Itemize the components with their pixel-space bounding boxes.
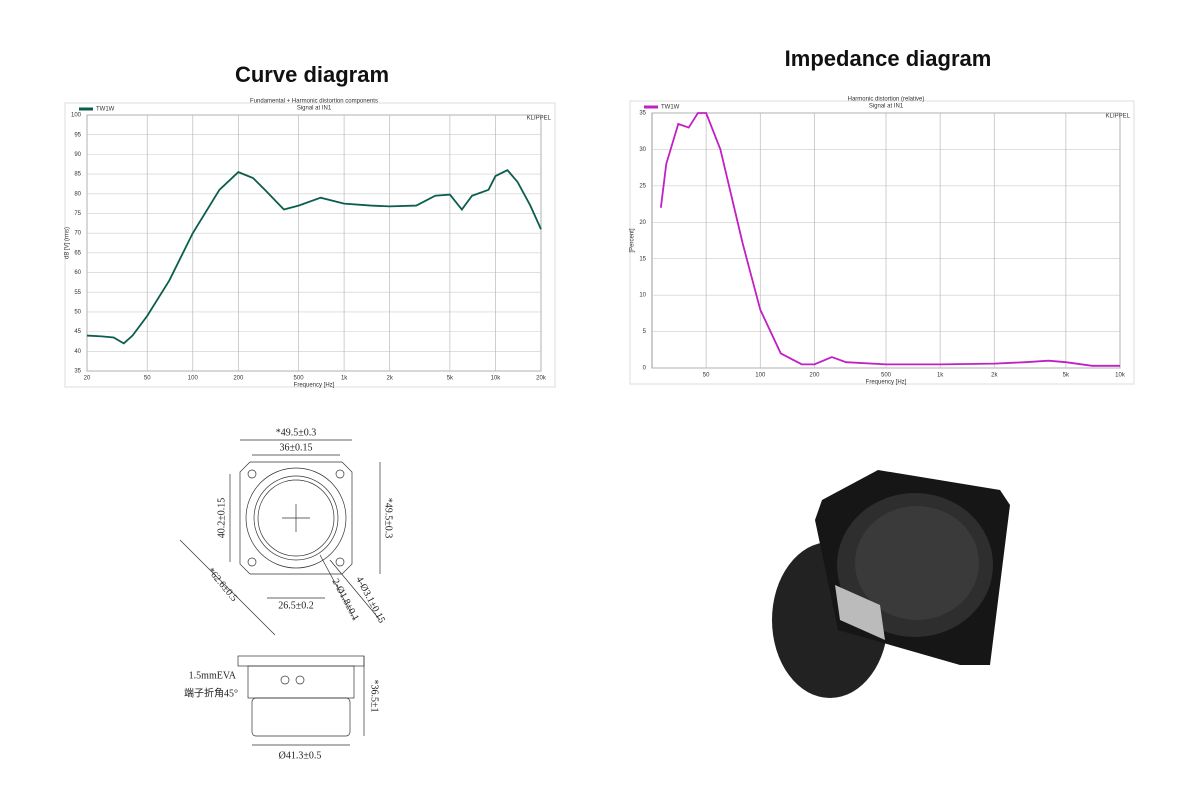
y-tick-label: 30 (639, 147, 646, 153)
chart-frame (629, 100, 1135, 385)
leader (319, 554, 356, 621)
dim-line (179, 539, 276, 636)
side-basket (247, 665, 355, 699)
y-tick-label: 45 (74, 329, 81, 335)
legend-label: TW1W (661, 105, 680, 111)
x-axis-label: Frequency [Hz] (866, 380, 907, 386)
y-tick-label: 50 (74, 310, 81, 316)
technical-drawing: *49.5±0.3 36±0.15 40.2±0.15 *49.5±0.3 *6… (179, 427, 394, 761)
terminal-photo (835, 585, 885, 640)
x-tick-label: 500 (294, 376, 305, 382)
dim-label: 端子折角45° (184, 686, 238, 699)
y-tick-label: 40 (74, 349, 81, 355)
chart-subtitle: Harmonic distortion (relative) (848, 97, 925, 103)
cone (253, 475, 339, 561)
surround (245, 467, 347, 569)
hole (247, 557, 257, 567)
hole (335, 469, 345, 479)
signal-label: Signal at IN1 (297, 106, 332, 112)
x-tick-label: 200 (233, 376, 244, 382)
y-tick-label: 75 (74, 211, 81, 217)
y-tick-label: 55 (74, 290, 81, 296)
chart: Impedance diagram Harmonic distortion (re… (629, 46, 1135, 386)
dim-label: *49.5±0.3 (276, 427, 317, 438)
y-tick-label: 5 (643, 329, 647, 335)
corner-label: KLIPPEL (1106, 114, 1131, 120)
side-flange (237, 655, 365, 667)
y-tick-label: 90 (74, 152, 81, 158)
y-tick-label: 60 (74, 270, 81, 276)
dim-label: *36.5±1 (369, 680, 380, 713)
dim-label: *49.5±0.3 (383, 498, 394, 539)
y-tick-label: 80 (74, 191, 81, 197)
dim-label: *62.6±0.5 (205, 566, 239, 604)
y-tick-label: 100 (71, 113, 82, 119)
product-photo (772, 470, 1010, 698)
cone-edge (257, 479, 335, 557)
x-tick-label: 1k (937, 373, 944, 379)
y-tick-label: 0 (643, 366, 647, 372)
chart-subtitle: Fundamental + Harmonic distortion compon… (250, 99, 378, 105)
y-tick-label: 25 (639, 183, 646, 189)
chart-title: Curve diagram (235, 62, 389, 87)
chart-frame (64, 102, 556, 388)
hole (247, 469, 257, 479)
x-tick-label: 2k (386, 376, 393, 382)
y-tick-label: 35 (639, 111, 646, 117)
x-tick-label: 5k (447, 376, 454, 382)
y-tick-label: 10 (639, 293, 646, 299)
leader (329, 559, 381, 621)
y-tick-label: 35 (74, 369, 81, 375)
dim-label: 36±0.15 (280, 442, 313, 453)
signal-label: Signal at IN1 (869, 104, 904, 110)
terminal (280, 675, 290, 685)
dim-label: 40.2±0.15 (216, 498, 227, 539)
x-tick-label: 1k (341, 376, 348, 382)
y-tick-label: 15 (639, 256, 646, 262)
hole (335, 557, 345, 567)
data-line (86, 169, 542, 345)
dim-label: 26.5±0.2 (278, 600, 314, 611)
terminal (295, 675, 305, 685)
chart: Curve diagram Fundamental + Harmonic dist… (64, 62, 556, 389)
x-tick-label: 500 (881, 373, 892, 379)
data-line (659, 112, 1120, 367)
y-axis-label: [Percent] (630, 228, 636, 252)
x-tick-label: 20 (84, 376, 91, 382)
x-tick-label: 50 (703, 373, 710, 379)
y-tick-label: 95 (74, 132, 81, 138)
chart-title: Impedance diagram (785, 46, 992, 71)
x-tick-label: 10k (1115, 373, 1126, 379)
x-tick-label: 20k (536, 376, 547, 382)
x-tick-label: 5k (1063, 373, 1070, 379)
y-tick-label: 20 (639, 220, 646, 226)
x-tick-label: 10k (491, 376, 502, 382)
y-tick-label: 70 (74, 231, 81, 237)
dim-label: 1.5mmEVA (189, 670, 237, 681)
x-tick-label: 50 (144, 376, 151, 382)
x-tick-label: 100 (755, 373, 766, 379)
y-tick-label: 65 (74, 250, 81, 256)
corner-label: KLIPPEL (527, 116, 552, 122)
x-tick-label: 100 (188, 376, 199, 382)
y-axis-label: dB [V] (rms) (65, 227, 71, 259)
x-axis-label: Frequency [Hz] (294, 383, 335, 389)
cone-photo (855, 506, 979, 620)
dim-label: Ø41.3±0.5 (279, 750, 322, 761)
x-tick-label: 200 (809, 373, 820, 379)
side-magnet (251, 697, 351, 737)
x-tick-label: 2k (991, 373, 998, 379)
y-tick-label: 85 (74, 172, 81, 178)
legend-label: TW1W (96, 107, 115, 113)
